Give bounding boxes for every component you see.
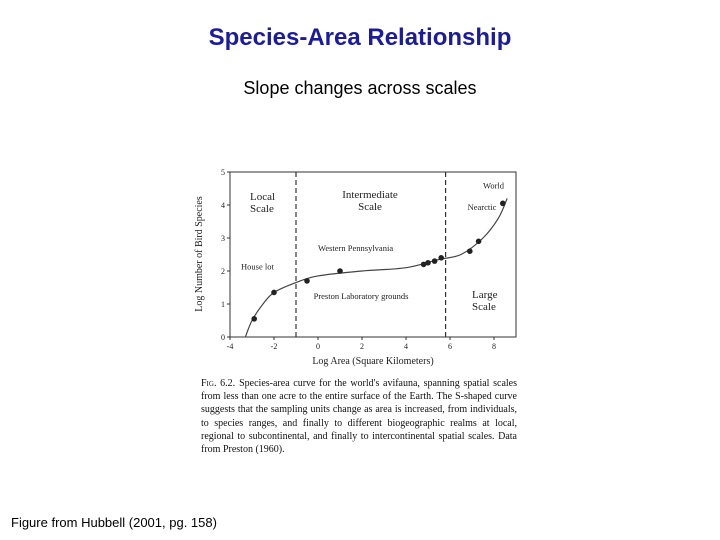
figure-credit: Figure from Hubbell (2001, pg. 158) bbox=[11, 515, 217, 530]
point-annotations: World Nearctic Western Pennsylvania House l… bbox=[241, 181, 505, 302]
x-tick-label: -2 bbox=[271, 342, 278, 351]
point-annotation: World bbox=[483, 181, 505, 191]
y-tick-label: 5 bbox=[221, 168, 225, 177]
scale-boundaries bbox=[295, 172, 447, 337]
caption-text: Species-area curve for the world's avifa… bbox=[201, 378, 517, 456]
scale-region-label-line: Intermediate bbox=[342, 189, 398, 201]
data-point bbox=[251, 316, 257, 322]
data-point bbox=[304, 278, 310, 284]
x-tick-label: 6 bbox=[448, 342, 452, 351]
data-point bbox=[420, 261, 427, 268]
data-point bbox=[500, 200, 506, 207]
scale-region-label: Intermediate Scale bbox=[342, 189, 398, 213]
data-point bbox=[475, 238, 482, 245]
y-tick-label: 3 bbox=[221, 234, 225, 243]
s-shaped-curve bbox=[244, 198, 508, 338]
y-tick-label: 4 bbox=[221, 201, 225, 210]
point-annotation: House lot bbox=[241, 261, 274, 271]
axis-ticks: -4 -2 0 2 4 6 8 0 1 2 3 4 5 bbox=[221, 168, 496, 351]
y-tick-label: 0 bbox=[221, 333, 225, 342]
scale-region-label: Local Scale bbox=[250, 191, 275, 215]
scale-region-label: Large Scale bbox=[472, 289, 498, 313]
y-tick-label: 2 bbox=[221, 267, 225, 276]
x-tick-label: 0 bbox=[316, 342, 320, 351]
y-axis-label: Log Number of Bird Species bbox=[194, 196, 205, 312]
scale-region-label-line: Scale bbox=[472, 301, 496, 313]
x-tick-label: 4 bbox=[404, 342, 408, 351]
slide-subtitle: Slope changes across scales bbox=[243, 78, 477, 98]
x-tick-label: -4 bbox=[227, 342, 234, 351]
scale-region-label-line: Local bbox=[250, 191, 275, 203]
figure-caption: Fig. 6.2. Species-area curve for the worl… bbox=[201, 377, 517, 456]
data-point bbox=[467, 248, 473, 254]
data-point bbox=[425, 259, 431, 266]
point-annotation: Nearctic bbox=[468, 202, 497, 212]
scale-region-label-line: Scale bbox=[250, 203, 274, 215]
caption-label: Fig. 6.2. bbox=[201, 378, 236, 389]
plot-frame bbox=[229, 171, 517, 338]
x-tick-label: 2 bbox=[360, 342, 364, 351]
data-point bbox=[271, 289, 277, 296]
slide-title: Species-Area Relationship bbox=[208, 24, 512, 51]
x-tick-label: 8 bbox=[492, 342, 496, 351]
y-tick-label: 1 bbox=[221, 300, 225, 309]
data-point bbox=[431, 258, 438, 264]
data-point bbox=[438, 255, 444, 261]
scale-region-label-line: Large bbox=[472, 289, 498, 301]
data-points bbox=[251, 200, 506, 322]
point-annotation: Preston Laboratory grounds bbox=[314, 291, 409, 301]
x-axis-label: Log Area (Square Kilometers) bbox=[312, 356, 433, 367]
data-point bbox=[337, 268, 343, 274]
scale-region-label-line: Scale bbox=[358, 201, 382, 213]
point-annotation: Western Pennsylvania bbox=[318, 243, 393, 253]
